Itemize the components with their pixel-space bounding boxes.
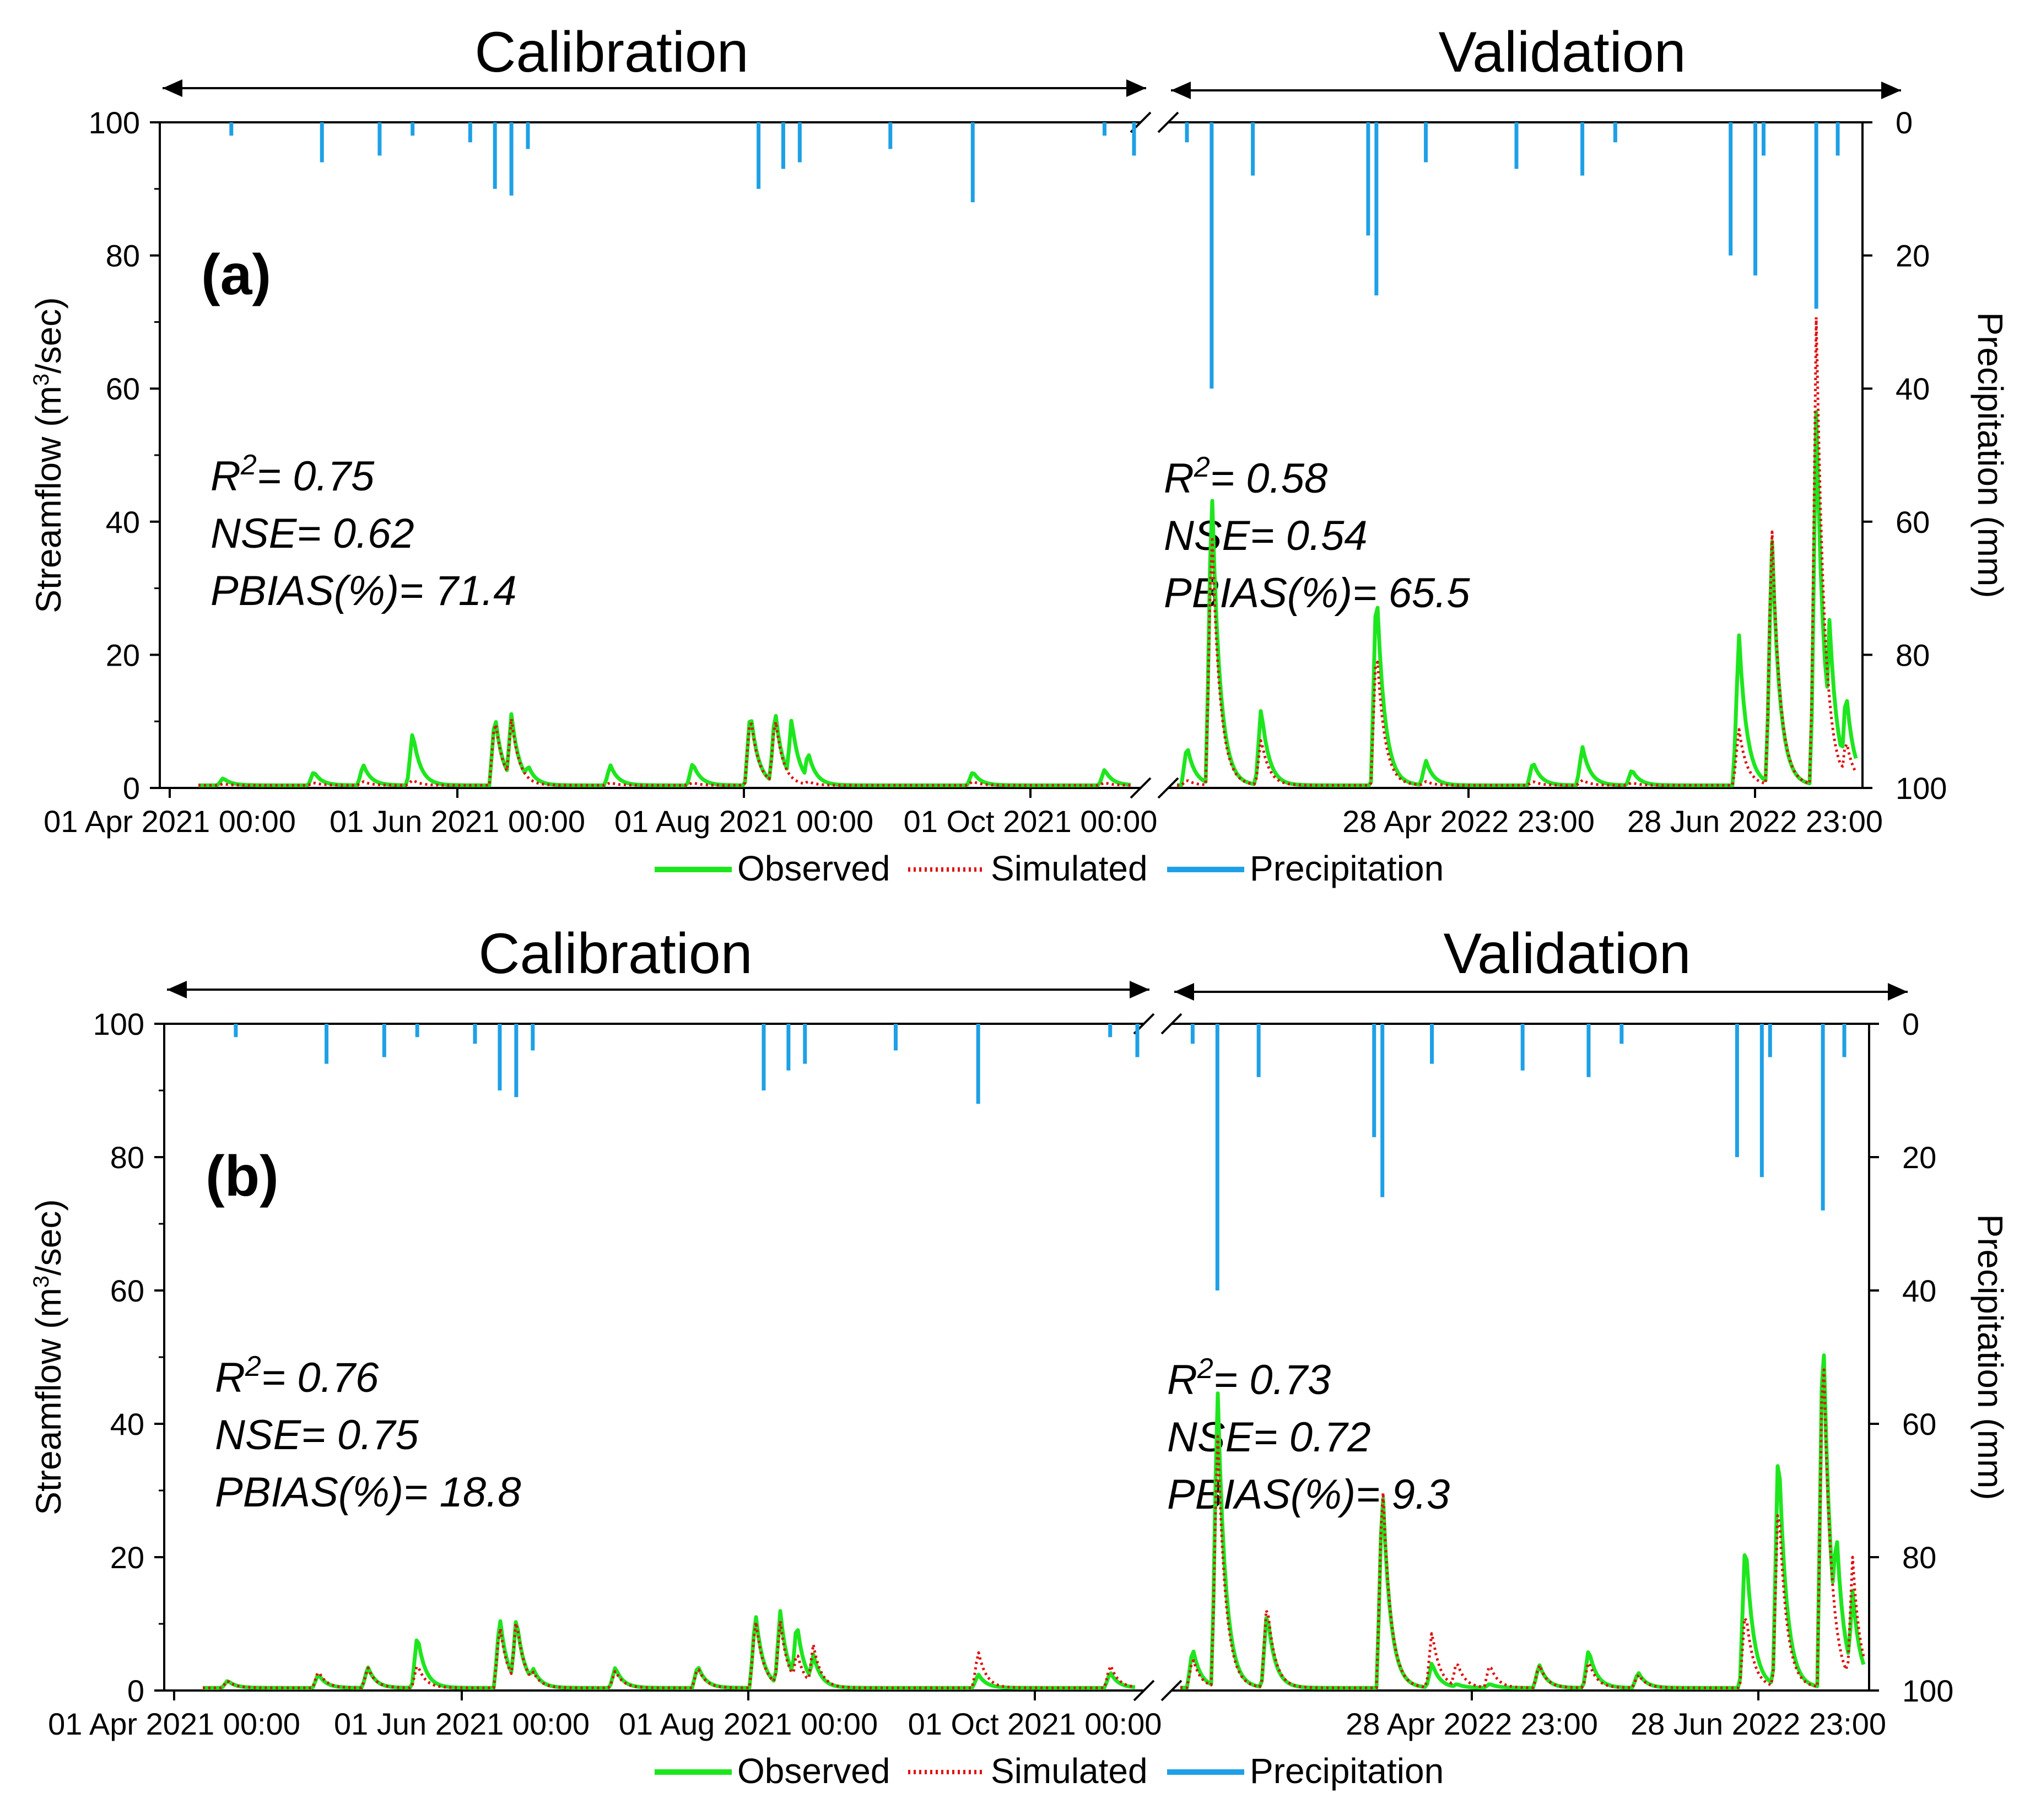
legend-label: Observed [737,849,890,888]
nse-stat: NSE= 0.62 [210,510,414,557]
y-tick-label: 60 [106,371,140,406]
x-tick-label: 28 Apr 2022 23:00 [1342,804,1595,839]
legend: Observed Simulated Precipitation [655,849,1444,888]
pbias-stat: PBIAS(%)= 71.4 [210,568,517,614]
y-axis-title-sup: 3 [29,374,53,386]
y-axis-title-part: /sec) [29,1199,68,1276]
x-tick-label: 01 Apr 2021 00:00 [44,804,296,839]
r2-value: = 0.75 [257,453,375,500]
y-axis-title-part: Streamflow (m [29,386,68,613]
y2-axis-title: Precipitation (mm) [1970,312,2010,598]
r2-stat: R2= 0.58 [1164,451,1327,502]
r2-stat: R2= 0.75 [210,449,375,500]
y-tick-label: 20 [106,638,140,672]
validation-label: Validation [1443,922,1691,986]
y2-tick-label: 80 [1896,638,1930,672]
legend: Observed Simulated Precipitation [655,1751,1444,1791]
r2-symbol: R [210,453,241,500]
nse-stat: NSE= 0.75 [215,1412,419,1459]
r2-value: = 0.76 [261,1354,379,1401]
pbias-stat: PBIAS(%)= 9.3 [1167,1471,1450,1518]
legend-label: Simulated [991,1751,1148,1791]
pbias-stat: PBIAS(%)= 18.8 [215,1469,521,1516]
y2-axis-title: Precipitation (mm) [1970,1214,2010,1500]
panel-label: (b) [206,1144,279,1208]
simulated-series [198,316,1858,787]
x-tick-label: 01 Jun 2021 00:00 [330,804,585,839]
x-tick-label: 01 Oct 2021 00:00 [904,804,1158,839]
nse-stat: NSE= 0.72 [1167,1414,1371,1461]
y-tick-label: 80 [110,1140,144,1175]
y2-tick-label: 20 [1896,239,1930,273]
x-tick-label: 01 Jun 2021 00:00 [334,1706,590,1741]
calibration-stats: R2= 0.75 NSE= 0.62 PBIAS(%)= 71.4 [210,449,517,614]
calibration-stats: R2= 0.76 NSE= 0.75 PBIAS(%)= 18.8 [215,1351,521,1516]
x-tick-label: 28 Apr 2022 23:00 [1346,1706,1598,1741]
legend-label: Precipitation [1250,849,1444,888]
y2-tick-label: 40 [1896,371,1930,406]
r2-symbol: R [1167,1357,1197,1403]
nse-stat: NSE= 0.54 [1164,512,1368,559]
x-tick-label: 28 Jun 2022 23:00 [1631,1706,1886,1741]
r2-symbol: R [1164,455,1194,502]
axis-break-mark [1157,777,1179,799]
r2-stat: R2= 0.76 [215,1351,379,1401]
calibration-label: Calibration [474,20,748,84]
calibration-label: Calibration [478,922,752,986]
y-tick-label: 40 [106,505,140,539]
validation-label: Validation [1438,20,1686,84]
y-tick-label: 80 [106,239,140,273]
y2-tick-label: 80 [1902,1540,1936,1575]
r2-sup: 2 [1197,1353,1213,1385]
y2-tick-label: 60 [1902,1407,1936,1441]
y-tick-label: 60 [110,1273,144,1308]
r2-sup: 2 [245,1351,261,1382]
y-axis-title: Streamflow (m3/sec) [29,297,68,613]
axis-break-mark [1160,1679,1183,1702]
r2-sup: 2 [240,449,257,481]
x-tick-label: 01 Oct 2021 00:00 [908,1706,1162,1741]
r2-symbol: R [215,1354,245,1401]
axis-break-mark [1133,1679,1155,1702]
y-axis-title: Streamflow (m3/sec) [29,1199,68,1515]
y2-tick-label: 0 [1902,1007,1919,1041]
validation-stats: R2= 0.73 NSE= 0.72 PBIAS(%)= 9.3 [1167,1353,1450,1518]
y-tick-label: 40 [110,1407,144,1441]
panel-label: (a) [201,243,271,307]
r2-value: = 0.73 [1213,1357,1331,1403]
axis-break-mark [1160,1013,1183,1035]
y-tick-label: 0 [123,771,140,806]
y-tick-label: 100 [89,105,140,140]
y2-tick-label: 0 [1896,105,1913,140]
y2-tick-label: 40 [1902,1273,1936,1308]
panel-a: Calibration Validation 0 20 40 60 80 100 0 20 40 60… [29,20,2010,888]
y-axis-title-part: /sec) [29,297,68,374]
y-tick-label: 0 [127,1673,144,1708]
x-tick-label: 28 Jun 2022 23:00 [1627,804,1883,839]
legend-label: Observed [737,1751,890,1791]
simulated-series [203,1368,1865,1689]
legend-label: Simulated [991,849,1148,888]
y2-tick-label: 100 [1896,771,1947,806]
axis-break-mark [1130,777,1152,799]
observed-series [203,1353,1866,1690]
x-tick-label: 01 Aug 2021 00:00 [614,804,873,839]
y2-tick-label: 100 [1902,1673,1953,1708]
y2-tick-label: 20 [1902,1140,1936,1175]
legend-label: Precipitation [1250,1751,1444,1791]
r2-stat: R2= 0.73 [1167,1353,1331,1403]
y2-tick-label: 60 [1896,505,1930,539]
r2-sup: 2 [1194,451,1210,483]
x-tick-label: 01 Apr 2021 00:00 [48,1706,300,1741]
y-tick-label: 100 [93,1007,144,1041]
y-axis-title-sup: 3 [29,1276,53,1288]
y-axis-title-part: Streamflow (m [29,1288,68,1515]
x-tick-label: 01 Aug 2021 00:00 [619,1706,878,1741]
r2-value: = 0.58 [1210,455,1327,502]
y-tick-label: 20 [110,1540,144,1575]
axis-break-mark [1157,111,1179,133]
panel-b: Calibration Validation 0 20 40 60 80 100 0 20 40 60… [29,922,2010,1791]
